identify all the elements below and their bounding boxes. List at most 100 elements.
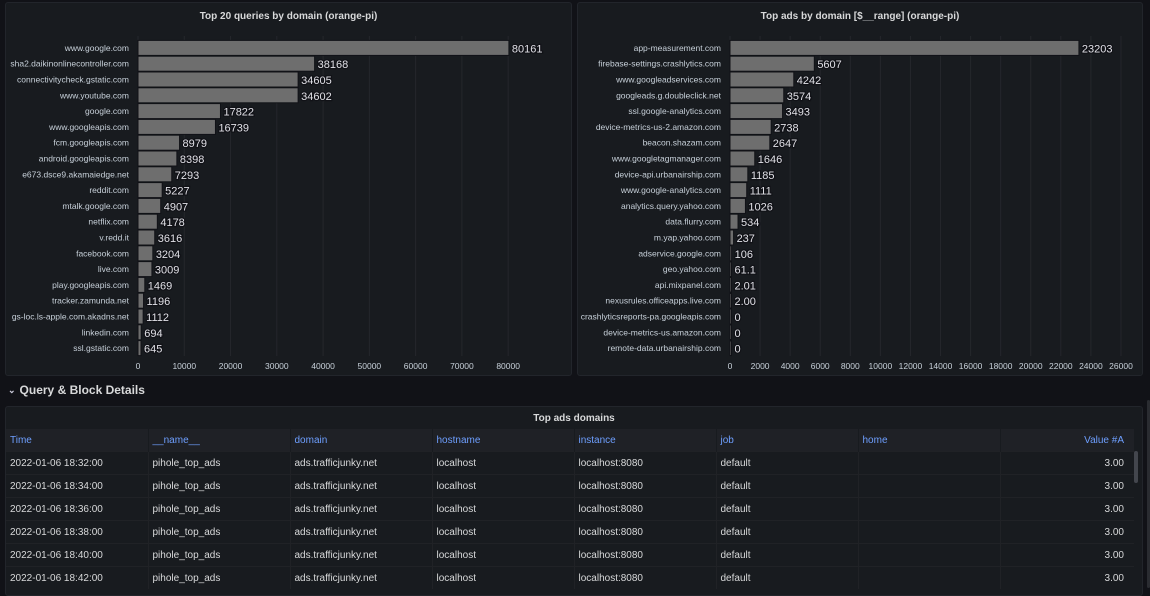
bar[interactable] [729,340,732,357]
table-row: 2022-01-06 18:36:00 pihole_top_ads ads.tra… [6,497,1134,521]
bar-value-label: 1112 [146,312,169,324]
table-cell: pihole_top_ads [148,566,291,589]
bar-value-label: 38168 [318,59,349,71]
page-scrollbar[interactable] [1147,400,1150,588]
bar[interactable] [729,55,815,72]
bar[interactable] [137,55,316,72]
category-label: live.com [98,264,129,274]
bar[interactable] [729,308,732,325]
bar[interactable] [729,245,733,262]
bar[interactable] [729,71,795,88]
bar[interactable] [729,118,772,135]
chevron-down-icon[interactable]: ⌄ [8,384,16,395]
bar[interactable] [137,324,142,341]
bar[interactable] [137,245,154,262]
bar[interactable] [729,229,735,246]
table-cell: default [716,543,859,567]
bar[interactable] [137,340,142,357]
ads-chart-title[interactable]: Top ads by domain [$__range] (orange-pi) [760,11,960,22]
category-label: connectivitycheck.gstatic.com [17,75,129,85]
bar[interactable] [137,118,216,135]
table-cell [858,497,1001,521]
table-cell [858,543,1001,567]
table-cell: localhost:8080 [574,497,717,521]
column-header-job[interactable]: job [716,429,859,452]
table-cell: localhost [432,474,575,498]
x-tick-label: 60000 [404,361,428,371]
row-query-block-details[interactable]: ⌄ Query & Block Details [8,383,145,397]
category-label: mtalk.google.com [62,201,129,211]
category-label: tracker.zamunda.net [52,296,130,306]
queries-chart-title[interactable]: Top 20 queries by domain (orange-pi) [199,11,378,22]
column-header-domain[interactable]: domain [290,429,433,452]
column-header-instance[interactable]: instance [574,429,717,452]
table-cell: pihole_top_ads [148,451,291,475]
category-label: android.googleapis.com [39,154,129,164]
table-cell: 3.00 [1000,566,1134,589]
table-scrollbar[interactable] [1134,451,1138,483]
bar[interactable] [729,87,785,104]
table-row: 2022-01-06 18:40:00 pihole_top_ads ads.tra… [6,543,1134,567]
table-cell: pihole_top_ads [148,497,291,521]
bar-value-label: 4907 [164,201,188,213]
bar[interactable] [729,197,746,214]
table-cell: localhost:8080 [574,451,717,475]
bar[interactable] [137,292,145,309]
bar[interactable] [729,39,1080,56]
table-header-row: Time __name__ domain hostname instance job hom… [6,429,1134,452]
bar-value-label: 34605 [301,75,332,87]
x-tick-label: 18000 [989,361,1013,371]
column-header-time[interactable]: Time [6,429,149,452]
bar[interactable] [137,39,510,56]
bar[interactable] [729,261,732,278]
x-tick-label: 70000 [450,361,474,371]
bar[interactable] [137,182,163,199]
bar[interactable] [137,150,178,167]
bar[interactable] [729,276,732,293]
category-label: app-measurement.com [634,43,721,53]
category-label: m.yap.yahoo.com [654,233,721,243]
column-header-home[interactable]: home [858,429,1001,452]
bar[interactable] [137,166,173,183]
table-cell: pihole_top_ads [148,543,291,567]
bar[interactable] [729,213,739,230]
bar[interactable] [137,103,221,120]
bar[interactable] [137,261,153,278]
bar[interactable] [137,276,146,293]
bar[interactable] [137,134,181,151]
bar[interactable] [729,150,756,167]
category-label: ssl.gstatic.com [73,343,129,353]
bar-value-label: 0 [735,328,741,340]
category-label: data.flurry.com [665,217,721,227]
bar-value-label: 1111 [750,186,772,198]
bar-value-label: 17822 [223,107,254,119]
bar[interactable] [137,308,144,325]
bar[interactable] [729,324,732,341]
bar-value-label: 8979 [183,138,207,150]
bar[interactable] [137,197,162,214]
bar[interactable] [729,182,748,199]
column-header-name[interactable]: __name__ [148,429,291,452]
bar[interactable] [729,103,784,120]
table-cell: localhost:8080 [574,566,717,589]
bar-value-label: 2.00 [735,296,756,308]
bar-value-label: 4178 [160,217,184,229]
bar-value-label: 5227 [165,186,189,198]
column-header-hostname[interactable]: hostname [432,429,575,452]
column-header-value-a[interactable]: Value #A [1000,429,1134,452]
table-title[interactable]: Top ads domains [533,413,615,424]
table-cell: 3.00 [1000,474,1134,498]
bar[interactable] [137,71,299,88]
table-row: 2022-01-06 18:38:00 pihole_top_ads ads.tra… [6,520,1134,544]
table-cell: 2022-01-06 18:42:00 [6,566,149,589]
bar[interactable] [729,166,749,183]
bar[interactable] [137,229,156,246]
bar[interactable] [729,134,771,151]
bar[interactable] [137,87,299,104]
table-cell: 3.00 [1000,497,1134,521]
category-label: device-metrics-us.amazon.com [603,327,721,337]
bar[interactable] [137,213,158,230]
table-cell: localhost:8080 [574,520,717,544]
category-label: www.googleapis.com [48,122,129,132]
bar[interactable] [729,292,732,309]
